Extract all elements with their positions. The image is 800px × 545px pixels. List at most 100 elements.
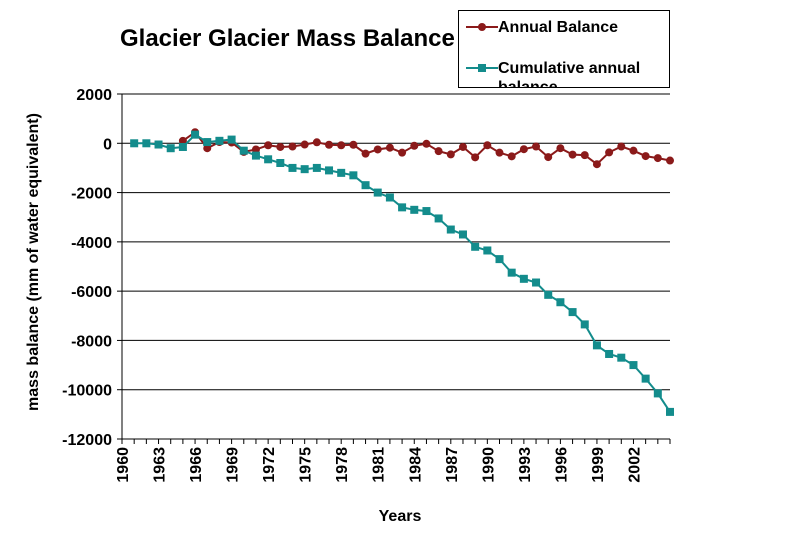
data-point-cumulative-balance <box>458 230 467 239</box>
data-point-annual-balance <box>410 141 419 150</box>
data-point-cumulative-balance <box>385 193 394 202</box>
y-axis-title: mass balance (mm of water equivalent) <box>25 113 42 411</box>
data-point-cumulative-balance <box>264 155 273 164</box>
legend-cumulative-marker <box>478 64 486 72</box>
data-point-cumulative-balance <box>288 163 297 172</box>
data-point-cumulative-balance <box>130 139 139 148</box>
data-point-annual-balance <box>653 154 662 163</box>
data-point-annual-balance <box>458 142 467 151</box>
data-point-cumulative-balance <box>605 349 614 358</box>
x-tick-label: 1963 <box>152 447 169 483</box>
data-point-annual-balance <box>178 136 187 145</box>
data-point-cumulative-balance <box>580 320 589 329</box>
data-point-cumulative-balance <box>337 168 346 177</box>
x-tick-label: 2002 <box>626 447 643 483</box>
series-layer <box>130 128 674 416</box>
data-point-annual-balance <box>446 150 455 159</box>
data-point-annual-balance <box>288 142 297 151</box>
data-point-annual-balance <box>264 141 273 150</box>
data-point-annual-balance <box>398 148 407 157</box>
data-point-annual-balance <box>568 150 577 159</box>
x-tick-label: 1960 <box>115 447 132 483</box>
data-point-annual-balance <box>203 144 212 153</box>
x-tick-label: 1972 <box>261 447 278 483</box>
data-point-cumulative-balance <box>239 146 248 155</box>
data-point-cumulative-balance <box>641 374 650 383</box>
legend-annual-label: Annual Balance <box>498 19 618 36</box>
data-point-cumulative-balance <box>653 389 662 398</box>
data-point-annual-balance <box>556 144 565 153</box>
y-tick-label: 0 <box>103 136 112 153</box>
data-point-annual-balance <box>434 147 443 156</box>
series-cumulative-balance <box>130 130 674 416</box>
legend-annual-marker <box>478 23 486 31</box>
y-tick-label: -2000 <box>71 186 112 203</box>
x-tick-label: 1978 <box>334 447 351 483</box>
data-point-cumulative-balance <box>556 298 565 307</box>
data-point-annual-balance <box>580 151 589 160</box>
data-point-annual-balance <box>361 149 370 158</box>
data-point-cumulative-balance <box>398 203 407 212</box>
data-point-cumulative-balance <box>203 138 212 147</box>
data-point-cumulative-balance <box>495 255 504 264</box>
data-point-cumulative-balance <box>227 135 236 144</box>
data-point-cumulative-balance <box>191 130 200 139</box>
data-point-annual-balance <box>251 145 260 154</box>
data-point-annual-balance <box>471 153 480 162</box>
data-point-cumulative-balance <box>483 246 492 255</box>
data-point-annual-balance <box>532 142 541 151</box>
data-point-cumulative-balance <box>300 165 309 174</box>
x-tick-label: 1981 <box>371 447 388 483</box>
data-point-annual-balance <box>629 146 638 155</box>
data-point-cumulative-balance <box>373 188 382 197</box>
data-point-annual-balance <box>507 152 516 161</box>
data-point-annual-balance <box>422 139 431 148</box>
data-point-cumulative-balance <box>142 139 151 148</box>
data-point-cumulative-balance <box>434 214 443 223</box>
data-point-annual-balance <box>544 153 553 162</box>
data-point-annual-balance <box>519 145 528 154</box>
data-point-annual-balance <box>617 142 626 151</box>
x-tick-label: 1990 <box>480 447 497 483</box>
data-point-cumulative-balance <box>178 142 187 151</box>
data-point-cumulative-balance <box>276 159 285 167</box>
x-tick-label: 1969 <box>225 447 242 483</box>
data-point-cumulative-balance <box>325 166 334 175</box>
data-point-cumulative-balance <box>544 290 553 299</box>
x-tick-label: 1975 <box>298 447 315 483</box>
data-point-cumulative-balance <box>361 181 370 190</box>
data-point-annual-balance <box>666 156 674 165</box>
x-tick-label: 1987 <box>444 447 461 483</box>
y-tick-label: 2000 <box>76 87 112 104</box>
data-point-annual-balance <box>483 141 492 150</box>
data-point-annual-balance <box>300 140 309 149</box>
data-point-cumulative-balance <box>154 140 163 149</box>
data-point-annual-balance <box>312 138 321 147</box>
gridlines <box>122 93 670 440</box>
data-point-cumulative-balance <box>215 136 224 145</box>
data-point-cumulative-balance <box>568 308 577 317</box>
data-point-cumulative-balance <box>422 207 431 216</box>
data-point-cumulative-balance <box>666 407 674 416</box>
data-point-annual-balance <box>325 140 334 149</box>
plot-area <box>122 94 670 439</box>
y-tick-label: -4000 <box>71 235 112 252</box>
legend: Annual Balance Cumulative annual balance <box>458 10 670 88</box>
x-tick-label: 1999 <box>590 447 607 483</box>
data-point-cumulative-balance <box>446 225 455 234</box>
data-point-annual-balance <box>605 148 614 157</box>
x-axis: 1960 1963 1966 1969 1972 1975 1978 1981 1984 1987… <box>115 439 671 483</box>
data-point-cumulative-balance <box>312 163 321 172</box>
data-point-cumulative-balance <box>592 341 601 350</box>
data-point-annual-balance <box>373 145 382 154</box>
x-tick-label: 1996 <box>553 447 570 483</box>
data-point-annual-balance <box>592 160 601 169</box>
x-tick-label: 1984 <box>407 447 424 483</box>
data-point-annual-balance <box>385 143 394 152</box>
data-point-cumulative-balance <box>617 353 626 362</box>
y-tick-label: -12000 <box>62 432 112 449</box>
data-point-annual-balance <box>276 142 285 151</box>
x-tick-label: 1993 <box>517 447 534 483</box>
data-point-annual-balance <box>337 141 346 150</box>
